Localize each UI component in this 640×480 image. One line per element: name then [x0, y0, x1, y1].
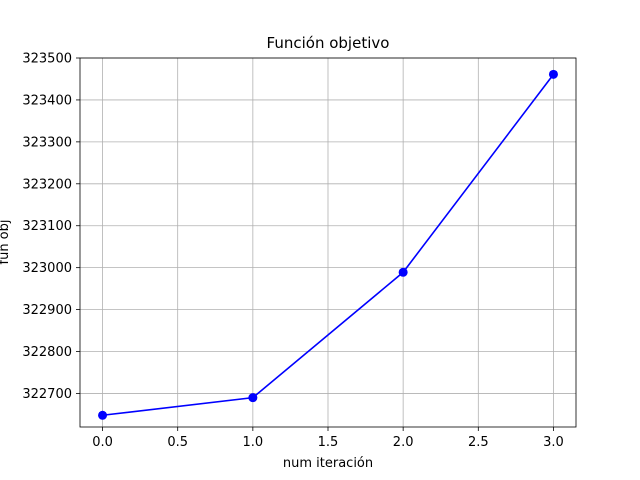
y-tick-label: 322800 [22, 345, 72, 360]
chart-title: Función objetivo [267, 34, 390, 52]
grid [80, 57, 576, 427]
x-tick-label: 1.0 [243, 435, 264, 450]
series-layer [98, 69, 558, 420]
data-point [98, 410, 108, 420]
x-tick-label: 2.0 [393, 435, 414, 450]
x-tick-label: 3.0 [543, 435, 564, 450]
y-tick-label: 323200 [22, 177, 72, 192]
y-tick-label: 323500 [22, 52, 72, 67]
y-tick-label: 323300 [22, 135, 72, 150]
data-point [248, 393, 258, 403]
y-axis-label: fun obj [0, 219, 12, 264]
x-tick-label: 2.5 [468, 435, 489, 450]
y-tick-label: 323400 [22, 93, 72, 108]
y-tick-label: 323000 [22, 261, 72, 276]
y-tick-label: 322700 [22, 387, 72, 402]
data-point [398, 267, 408, 277]
y-tick-label: 323100 [22, 219, 72, 234]
x-axis-label: num iteración [283, 456, 373, 471]
x-tick-label: 0.0 [92, 435, 113, 450]
data-point [548, 69, 558, 79]
y-axis: 322700 322800 322900 323000 323100 323200 3233… [22, 52, 80, 402]
x-tick-label: 0.5 [167, 435, 188, 450]
x-axis: 0.0 0.5 1.0 1.5 2.0 2.5 3.0 [92, 427, 564, 450]
x-tick-label: 1.5 [318, 435, 339, 450]
y-tick-label: 322900 [22, 303, 72, 318]
series-line [102, 73, 555, 417]
